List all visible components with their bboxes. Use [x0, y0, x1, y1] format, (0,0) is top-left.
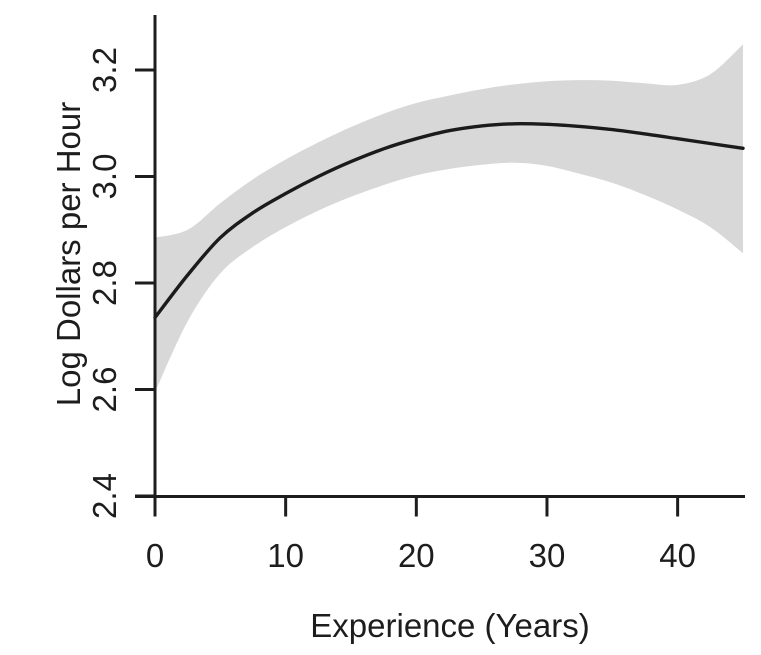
y-tick-label-2.8: 2.8 [86, 260, 123, 306]
x-tick-label-0: 0 [146, 537, 164, 574]
confidence-band [155, 44, 743, 393]
x-tick-layer: 0 10 20 30 40 [146, 496, 696, 574]
confidence-band-layer [155, 44, 743, 393]
x-axis-title: Experience (Years) [310, 607, 589, 644]
x-tick-label-40: 40 [659, 537, 696, 574]
y-tick-label-3.2: 3.2 [86, 47, 123, 93]
fit-curve [153, 121, 745, 320]
y-tick-label-3.0: 3.0 [86, 154, 123, 200]
fit-curve-layer [153, 121, 745, 320]
y-tick-layer: 2.4 2.6 2.8 3.0 3.2 [86, 47, 155, 519]
y-axis-title: Log Dollars per Hour [50, 102, 87, 406]
x-tick-label-30: 30 [529, 537, 566, 574]
axes-layer [135, 15, 745, 517]
y-tick-label-2.4: 2.4 [86, 473, 123, 519]
y-tick-label-2.6: 2.6 [86, 367, 123, 413]
x-tick-label-20: 20 [398, 537, 435, 574]
x-tick-label-10: 10 [267, 537, 304, 574]
